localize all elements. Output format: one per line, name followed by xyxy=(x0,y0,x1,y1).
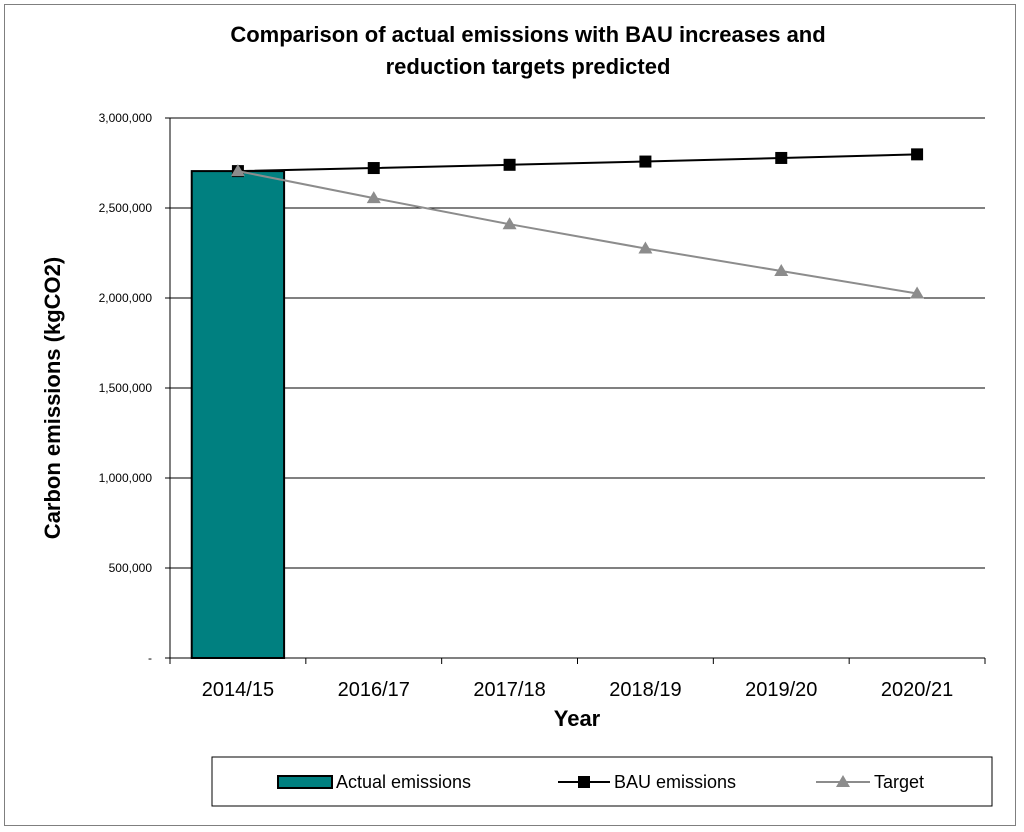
legend-swatch-bau-marker xyxy=(578,776,590,788)
gridlines xyxy=(170,117,985,569)
x-tick-label-0: 2014/15 xyxy=(202,679,274,701)
y-tick-label-1: 500,000 xyxy=(109,561,153,575)
y-tick-label-0: - xyxy=(148,651,152,665)
point-target-1 xyxy=(366,191,381,204)
point-target-2 xyxy=(502,217,517,230)
point-target-5 xyxy=(910,286,925,299)
chart-frame xyxy=(4,4,1016,826)
x-tick-label-2: 2017/18 xyxy=(473,679,545,701)
chart-title-line-1: Comparison of actual emissions with BAU … xyxy=(230,22,825,47)
y-tick-labels: - 500,000 1,000,000 1,500,000 2,000,000 2,500… xyxy=(99,111,153,665)
y-tick-label-6: 3,000,000 xyxy=(99,111,153,125)
bar-series xyxy=(190,170,286,659)
point-target-4 xyxy=(774,264,789,276)
legend-label-bau-emissions: BAU emissions xyxy=(614,772,736,792)
chart-title-line-2: reduction targets predicted xyxy=(386,54,671,79)
bar-actual-emissions-0 xyxy=(190,170,286,659)
line-bau-emissions xyxy=(237,153,918,173)
point-bau-emissions-4 xyxy=(775,151,788,164)
x-tick-labels: 2014/15 2016/17 2017/18 2018/19 2019/20 2020/… xyxy=(202,679,953,701)
y-tick-label-5: 2,500,000 xyxy=(99,201,153,215)
x-tick-label-5: 2020/21 xyxy=(881,679,953,701)
point-bau-emissions-1 xyxy=(367,162,380,175)
legend-label-target: Target xyxy=(874,772,924,792)
y-tick-label-4: 2,000,000 xyxy=(99,291,153,305)
legend: Actual emissions BAU emissions Target xyxy=(211,756,993,807)
legend-swatch-target-marker xyxy=(836,775,850,787)
x-tick-label-4: 2019/20 xyxy=(745,679,817,701)
point-target-3 xyxy=(638,241,653,254)
point-bau-emissions-3 xyxy=(639,155,652,168)
axes xyxy=(165,117,986,664)
y-tick-label-2: 1,000,000 xyxy=(99,471,153,485)
legend-swatch-actual-emissions xyxy=(277,775,333,789)
point-bau-emissions-2 xyxy=(503,158,516,171)
x-tick-label-3: 2018/19 xyxy=(609,679,681,701)
x-axis-label: Year xyxy=(554,706,601,731)
point-bau-emissions-5 xyxy=(911,148,924,161)
line-series xyxy=(230,148,925,299)
line-target xyxy=(237,170,918,295)
x-tick-label-1: 2016/17 xyxy=(338,679,410,701)
y-tick-label-3: 1,500,000 xyxy=(99,381,153,395)
point-target-0 xyxy=(230,164,245,177)
legend-label-actual-emissions: Actual emissions xyxy=(336,772,471,792)
y-axis-label: Carbon emissions (kgCO2) xyxy=(40,257,65,539)
